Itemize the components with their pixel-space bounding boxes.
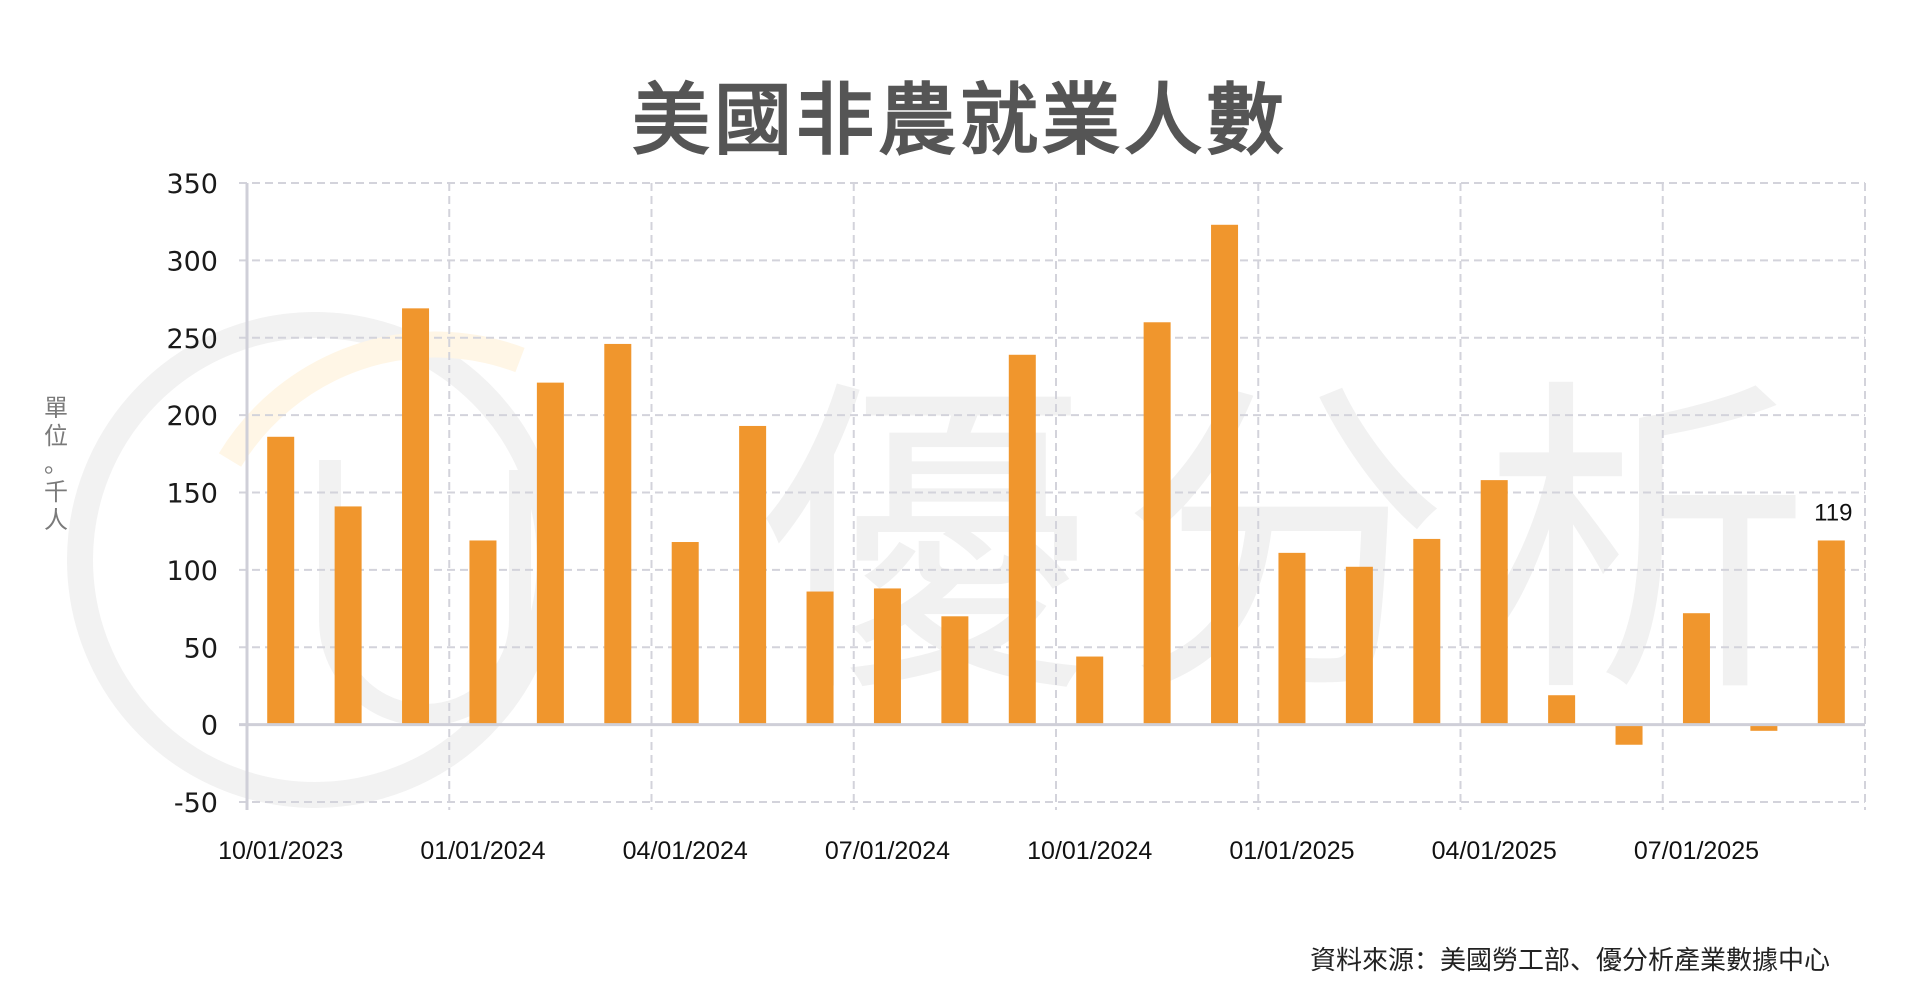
y-tick-label: 300 — [166, 246, 218, 277]
unit-char: 千 — [44, 478, 68, 506]
bar — [469, 540, 497, 725]
data-labels: 119 — [1814, 499, 1852, 526]
y-tick-label: 0 — [201, 711, 218, 742]
x-tick-label: 01/01/2025 — [1229, 837, 1354, 865]
y-tick-label: 100 — [166, 556, 218, 587]
unit-char: 人 — [44, 506, 68, 534]
bar — [739, 425, 767, 725]
bar — [402, 308, 430, 725]
unit-char: 。 — [44, 450, 68, 478]
bar — [334, 506, 362, 725]
bar — [1345, 566, 1373, 725]
bar — [1750, 724, 1778, 731]
x-tick-label: 10/01/2024 — [1027, 837, 1152, 865]
y-tick-label: 350 — [166, 169, 218, 200]
bar — [1682, 613, 1710, 725]
x-tick-label: 01/01/2024 — [420, 837, 545, 865]
bar — [267, 436, 295, 725]
unit-char: 單 — [44, 394, 68, 422]
bar — [1548, 695, 1576, 725]
bar — [536, 382, 564, 725]
bar — [806, 591, 834, 725]
y-tick-label: 200 — [166, 401, 218, 432]
latest-value-label: 119 — [1814, 499, 1852, 526]
bar — [1143, 322, 1171, 725]
bar — [1615, 724, 1643, 745]
bar — [1278, 552, 1306, 725]
chart-title: 美國非農就業人數 — [631, 76, 1288, 166]
bar — [604, 343, 632, 725]
bar — [1413, 538, 1441, 725]
y-tick-label: 250 — [166, 324, 218, 355]
x-tick-label: 04/01/2024 — [623, 837, 748, 865]
bar — [1008, 354, 1036, 725]
bar — [1076, 656, 1104, 725]
bar — [873, 588, 901, 725]
x-tick-label: 04/01/2025 — [1432, 837, 1557, 865]
bar — [941, 616, 969, 725]
bar-series — [239, 224, 1865, 745]
y-axis-ticks: 350 300 250 200 150 100 50 0 -50 — [166, 169, 218, 819]
x-tick-label: 10/01/2023 — [218, 837, 343, 865]
gridlines — [239, 182, 1866, 810]
y-tick-label: 50 — [184, 633, 218, 664]
bar — [1817, 540, 1845, 725]
x-axis-ticks: 10/01/2023 01/01/2024 04/01/2024 07/01/2024… — [218, 837, 1759, 865]
y-tick-label: -50 — [174, 788, 218, 819]
y-axis-unit-label: 單 位 。 千 人 — [42, 394, 70, 534]
x-tick-label: 07/01/2024 — [825, 837, 950, 865]
bar — [671, 542, 699, 725]
unit-char: 位 — [44, 422, 68, 450]
bar — [1480, 480, 1508, 725]
x-tick-label: 07/01/2025 — [1634, 837, 1759, 865]
bar — [1211, 224, 1239, 725]
y-tick-label: 150 — [166, 479, 218, 510]
data-source-note: 資料來源：美國勞工部、優分析產業數據中心 — [1309, 946, 1830, 976]
